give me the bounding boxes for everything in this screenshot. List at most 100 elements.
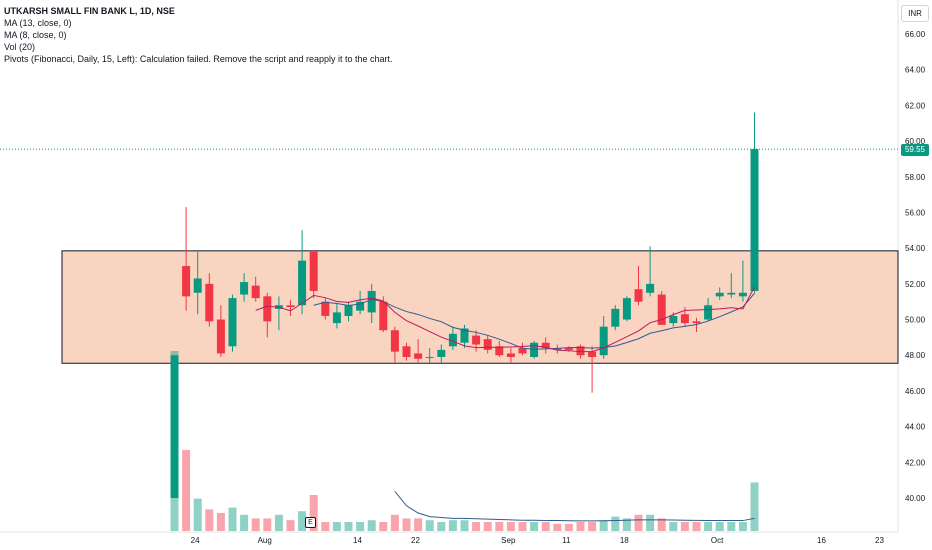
volume-bar [750, 482, 759, 531]
time-axis[interactable]: 24 Aug 14 22 Sep 11 18 Oct 16 23 [191, 536, 885, 545]
candle-body [228, 298, 237, 347]
indicator-pivots[interactable]: Pivots (Fibonacci, Daily, 15, Left): Cal… [4, 54, 393, 64]
volume-bar [390, 514, 399, 531]
time-tick-label: 23 [875, 536, 884, 545]
indicator-vol[interactable]: Vol (20) [4, 42, 36, 52]
last-price-label: 59.55 [901, 144, 929, 156]
volume-ma-line [394, 491, 755, 522]
candle-body [646, 283, 655, 293]
candle-body [622, 298, 631, 320]
candle-body [738, 292, 747, 297]
candle-body [460, 328, 469, 343]
volume-bar [634, 514, 643, 531]
volume-bars [170, 351, 759, 531]
candle-body [298, 260, 307, 306]
candle-body [495, 346, 504, 356]
time-tick-label: 24 [191, 536, 200, 545]
candle-body [599, 326, 608, 356]
volume-bar [205, 509, 214, 531]
candle-body [518, 348, 527, 354]
price-tick-label: 50.00 [905, 316, 926, 325]
currency-badge[interactable]: INR [901, 5, 929, 22]
symbol-title[interactable]: UTKARSH SMALL FIN BANK L, 1D, NSE [4, 6, 175, 16]
price-tick-label: 58.00 [905, 173, 926, 182]
candle-body [472, 335, 481, 345]
indicator-ma8[interactable]: MA (8, close, 0) [4, 30, 67, 40]
volume-bar [553, 523, 562, 531]
volume-bar [274, 514, 283, 531]
time-tick-label: 22 [411, 536, 420, 545]
volume-bar [193, 498, 202, 531]
volume-bar [506, 522, 515, 531]
candles [170, 112, 759, 498]
volume-bar [680, 522, 689, 531]
price-tick-label: 46.00 [905, 387, 926, 396]
candle-body [170, 355, 179, 498]
price-tick-label: 48.00 [905, 351, 926, 360]
candle-body [576, 346, 585, 356]
candle-body [437, 349, 446, 358]
price-tick-label: 64.00 [905, 66, 926, 75]
volume-bar [564, 523, 573, 531]
candle-body [541, 342, 550, 349]
indicator-ma13[interactable]: MA (13, close, 0) [4, 18, 72, 28]
volume-bar [240, 514, 249, 531]
volume-bar [379, 522, 388, 531]
volume-bar [599, 520, 608, 531]
candle-body [588, 351, 597, 358]
candle-body [611, 308, 620, 327]
volume-bar [402, 518, 411, 531]
time-tick-label: 18 [620, 536, 629, 545]
candle-body [715, 292, 724, 297]
price-tick-label: 62.00 [905, 101, 926, 110]
volume-bar [228, 507, 237, 531]
volume-bar [414, 518, 423, 531]
volume-bar [367, 520, 376, 531]
candle-body [727, 292, 736, 295]
price-tick-label: 52.00 [905, 280, 926, 289]
volume-bar [321, 522, 330, 531]
price-axis[interactable]: 40.00 42.00 44.00 46.00 48.00 50.00 52.00 54.00… [905, 30, 926, 503]
price-tick-label: 60.00 [905, 137, 926, 146]
earnings-marker-icon[interactable]: E [305, 517, 316, 528]
ma8-line [255, 286, 755, 353]
candle-body [634, 289, 643, 302]
price-tick-label: 66.00 [905, 30, 926, 39]
candle-body [309, 251, 318, 291]
volume-bar [263, 518, 272, 531]
time-tick-label: Oct [711, 536, 724, 545]
volume-bar [738, 522, 747, 531]
candle-body [530, 342, 539, 358]
candle-body [182, 266, 191, 297]
volume-bar [437, 522, 446, 531]
volume-bar [541, 522, 550, 531]
candle-body [448, 333, 457, 347]
candle-body [425, 357, 434, 359]
volume-bar [483, 522, 492, 531]
time-tick-label: Aug [258, 536, 272, 545]
candle-body [193, 278, 202, 293]
volume-bar [715, 522, 724, 531]
time-tick-label: Sep [501, 536, 516, 545]
candle-body [321, 301, 330, 316]
candle-body [704, 305, 713, 320]
chart-legend: UTKARSH SMALL FIN BANK L, 1D, NSE MA (13… [4, 5, 393, 65]
candle-body [680, 314, 689, 324]
moving-averages [255, 286, 755, 353]
volume-bar [332, 522, 341, 531]
volume-bar [298, 511, 307, 531]
volume-bar [472, 522, 481, 531]
price-tick-label: 56.00 [905, 208, 926, 217]
price-tick-label: 42.00 [905, 458, 926, 467]
candle-body [344, 305, 353, 316]
candle-body [414, 353, 423, 359]
volume-bar [518, 522, 527, 531]
volume-bar [425, 520, 434, 531]
volume-bar [622, 518, 631, 531]
volume-bar [182, 450, 191, 531]
price-tick-label: 40.00 [905, 494, 926, 503]
candle-body [251, 285, 260, 299]
candle-body [402, 346, 411, 358]
candle-body [657, 294, 666, 325]
